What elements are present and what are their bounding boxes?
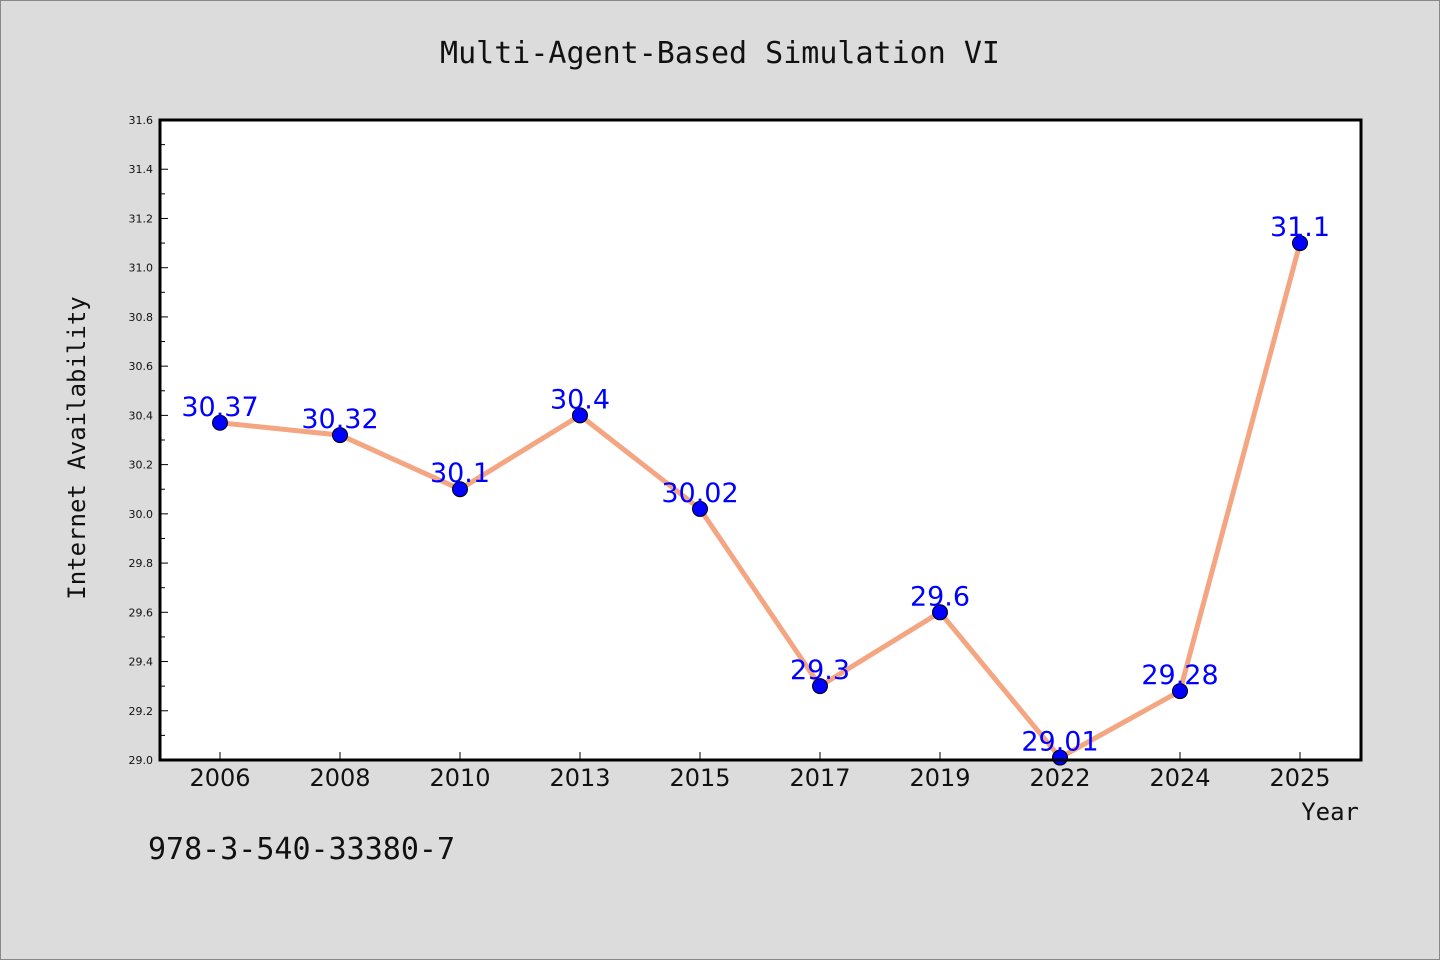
y-tick-label: 31.2	[129, 212, 154, 225]
y-tick-label: 31.0	[129, 262, 154, 275]
data-point	[932, 604, 948, 621]
y-tick-label: 29.4	[129, 656, 154, 669]
data-point	[332, 427, 348, 444]
x-axis-ticks: 2006 2008 2010 2013 2015 2017 2019 2022 2024 2025	[189, 752, 1331, 792]
x-tick-label: 2017	[789, 764, 850, 792]
y-tick-label: 29.8	[129, 557, 154, 570]
chart-title: Multi-Agent-Based Simulation VI	[440, 36, 1000, 71]
data-label: 30.37	[181, 392, 258, 423]
y-axis-label: Internet Availability	[63, 296, 91, 599]
plot-area	[160, 120, 1361, 760]
x-tick-label: 2015	[669, 764, 730, 792]
plot-frame	[158, 118, 1363, 762]
data-label: 29.3	[790, 655, 850, 686]
y-tick-label: 30.8	[129, 311, 154, 324]
data-label: 29.28	[1141, 660, 1218, 691]
data-label: 30.4	[550, 384, 610, 415]
data-point	[1172, 683, 1188, 700]
y-tick-label: 30.0	[129, 508, 154, 521]
y-axis-ticks: 29.0 29.2 29.4 29.6 29.8 30.0 30.2 30.4 30.6 30.8…	[129, 114, 168, 767]
x-tick-label: 2024	[1149, 764, 1210, 792]
data-label: 29.01	[1021, 727, 1098, 758]
y-tick-label: 30.4	[129, 409, 154, 422]
y-tick-label: 30.6	[129, 360, 154, 373]
x-tick-label: 2010	[429, 764, 490, 792]
isbn-text: 978-3-540-33380-7	[148, 832, 456, 867]
data-point	[572, 407, 588, 424]
data-label: 29.6	[910, 581, 970, 612]
y-tick-label: 29.0	[129, 754, 154, 767]
y-tick-label: 31.4	[129, 163, 154, 176]
x-tick-label: 2025	[1269, 764, 1330, 792]
data-label: 30.02	[661, 478, 738, 509]
data-point	[692, 500, 708, 517]
data-label: 30.1	[430, 458, 490, 489]
x-axis-label: Year	[1301, 798, 1359, 826]
x-tick-label: 2006	[189, 764, 250, 792]
x-tick-label: 2022	[1029, 764, 1090, 792]
data-label: 30.32	[301, 404, 378, 435]
y-tick-label: 29.2	[129, 705, 154, 718]
data-point	[452, 481, 468, 498]
y-tick-label: 30.2	[129, 459, 154, 472]
data-point	[212, 414, 228, 431]
series-line	[219, 242, 1303, 761]
data-point	[1292, 235, 1308, 252]
y-tick-label: 29.6	[129, 606, 154, 619]
x-tick-label: 2019	[909, 764, 970, 792]
data-point	[812, 678, 828, 695]
data-labels: 30.37 30.32 30.1 30.4 30.02 29.3 29.6 29.01 29.2…	[181, 212, 1330, 757]
data-label: 31.1	[1270, 212, 1330, 243]
data-markers	[212, 235, 1308, 766]
y-tick-label: 31.6	[129, 114, 154, 127]
x-tick-label: 2008	[309, 764, 370, 792]
x-tick-label: 2013	[549, 764, 610, 792]
